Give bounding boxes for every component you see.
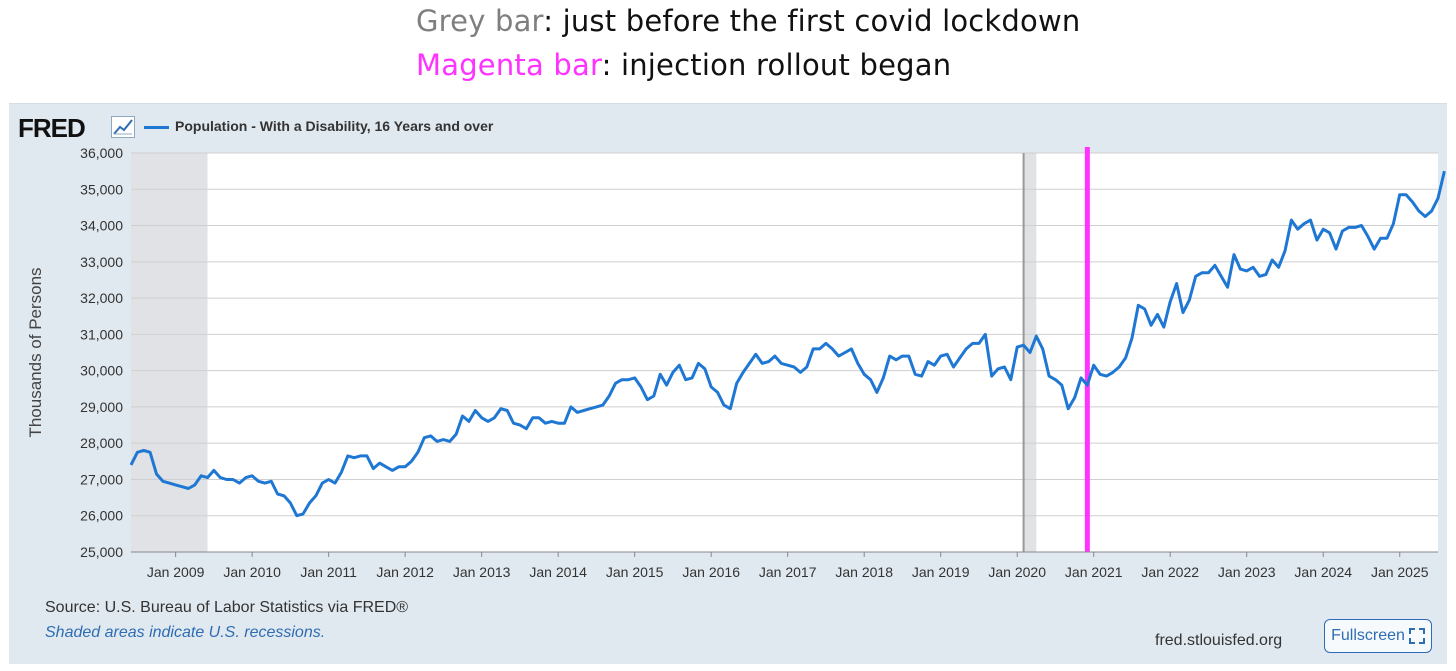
line-chart: 25,000 26,000 27,000 28,000 29,000 30,000 31,0… — [26, 145, 1446, 580]
x-tick-label: Jan 2010 — [223, 564, 281, 580]
source-note: Source: U.S. Bureau of Labor Statistics … — [45, 599, 409, 616]
x-tick-label: Jan 2009 — [147, 564, 205, 580]
x-tick-label: Jan 2024 — [1294, 564, 1352, 580]
y-tick-label: 29,000 — [80, 399, 123, 415]
y-axis-label: Thousands of Persons — [26, 267, 45, 437]
x-tick-label: Jan 2021 — [1065, 564, 1123, 580]
legend-series-label[interactable]: Population - With a Disability, 16 Years… — [175, 118, 494, 134]
y-tick-label: 28,000 — [80, 435, 123, 451]
x-tick-label: Jan 2012 — [376, 564, 434, 580]
fullscreen-button[interactable]: Fullscreen — [1324, 619, 1432, 653]
series-line — [129, 170, 1446, 518]
y-tick-label: 36,000 — [80, 145, 123, 161]
caption-magenta-key: Magenta bar — [416, 48, 602, 82]
site-link[interactable]: fred.stlouisfed.org — [1155, 632, 1283, 649]
caption-grey-text: : just before the first covid lockdown — [543, 4, 1081, 38]
x-tick-label: Jan 2014 — [529, 564, 587, 580]
x-tick-label: Jan 2011 — [300, 564, 357, 580]
caption-magenta-bar: Magenta bar: injection rollout began — [416, 48, 951, 82]
x-tick-label: Jan 2018 — [835, 564, 893, 580]
x-tick-label: Jan 2025 — [1371, 564, 1429, 580]
chart-line-icon — [111, 116, 135, 138]
x-tick-label: Jan 2023 — [1218, 564, 1276, 580]
y-tick-label: 26,000 — [80, 508, 123, 524]
x-tick-label: Jan 2022 — [1141, 564, 1199, 580]
caption-magenta-text: : injection rollout began — [601, 48, 952, 82]
x-tick-label: Jan 2015 — [606, 564, 664, 580]
plot-area — [131, 153, 1438, 552]
caption-grey-key: Grey bar — [416, 4, 544, 38]
x-tick-label: Jan 2020 — [988, 564, 1046, 580]
y-tick-label: 34,000 — [80, 218, 123, 234]
fred-chart-panel: FRED Population - With a Disability, 16 … — [9, 103, 1447, 664]
y-tick-label: 30,000 — [80, 363, 123, 379]
recession-shading-note: Shaded areas indicate U.S. recessions. — [45, 624, 326, 641]
x-tick-label: Jan 2017 — [759, 564, 817, 580]
x-tick-label: Jan 2016 — [682, 564, 740, 580]
fred-logo[interactable]: FRED — [18, 113, 86, 143]
y-tick-label: 25,000 — [80, 544, 123, 560]
expand-icon — [1408, 628, 1425, 644]
y-tick-label: 33,000 — [80, 254, 123, 270]
y-tick-label: 31,000 — [80, 326, 123, 342]
x-tick-label: Jan 2013 — [453, 564, 511, 580]
y-tick-label: 27,000 — [80, 471, 123, 487]
caption-grey-bar: Grey bar: just before the first covid lo… — [416, 4, 1080, 38]
fullscreen-label: Fullscreen — [1331, 627, 1405, 644]
x-tick-label: Jan 2019 — [912, 564, 970, 580]
y-tick-label: 35,000 — [80, 181, 123, 197]
y-tick-label: 32,000 — [80, 290, 123, 306]
recession-shade-1 — [131, 153, 208, 552]
legend-series-swatch — [144, 126, 169, 129]
